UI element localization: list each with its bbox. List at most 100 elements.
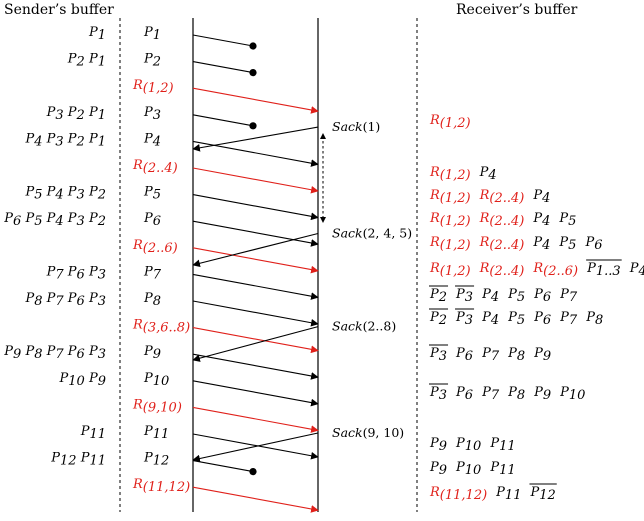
receiver-buffer-header: Receiver’s buffer bbox=[456, 2, 578, 18]
receiver-buffer-row: P2 P3 P4 P5 P6 P7 P8 bbox=[429, 308, 603, 328]
lost-packet-arrow bbox=[192, 34, 254, 47]
receiver-packet-label: R(1,2) bbox=[429, 211, 471, 229]
receiver-buffer-row: P3 P6 P7 P8 P9 bbox=[429, 344, 551, 364]
receiver-packet-label: R(11,12) bbox=[429, 485, 487, 503]
receiver-packet-label: P3 bbox=[429, 385, 447, 403]
sender-buffer-row-text: P3​ P2​ P1​ bbox=[46, 105, 106, 123]
receiver-buffer-row: R(1,2) R(2..4) R(2..6) P1..3 P4..6 bbox=[429, 259, 644, 279]
redundant-packet-arrow bbox=[192, 406, 319, 433]
receiver-packet-label: P4..6 bbox=[629, 261, 644, 279]
receiver-buffer-row: R(1,2) P4 bbox=[429, 165, 497, 183]
sender-buffer-row-text: P4​ P3​ P2​ P1​ bbox=[24, 131, 106, 149]
sent-packet-label: R(9,10) bbox=[132, 397, 182, 415]
receiver-packet-label: P6 bbox=[533, 287, 551, 305]
sender-buffer-row: P7​ P6​ P3​ bbox=[46, 264, 106, 282]
receiver-packet-label: R(1,2) bbox=[429, 165, 471, 183]
receiver-packet-label: R(2..4) bbox=[479, 188, 525, 206]
sack-label: Sack(2, 4, 5) bbox=[332, 226, 412, 241]
receiver-packet-label: P4 bbox=[481, 310, 499, 328]
lost-packet-arrow bbox=[192, 61, 254, 74]
receiver-buffer-row: P9 P10 P11 bbox=[429, 436, 516, 454]
receiver-packet-label: P10 bbox=[455, 460, 481, 478]
receiver-packet-label: P3 bbox=[455, 287, 473, 305]
receiver-packet-label: R(2..4) bbox=[479, 235, 525, 253]
receiver-packet-label: P6 bbox=[455, 346, 473, 364]
sender-buffer-column: P1​ P2​ P1​ P3​ P2​ P1​ P4​ P3​ P2​ P1​ P5​ … bbox=[3, 25, 106, 469]
sender-buffer-row-text: P1​ bbox=[88, 25, 106, 43]
receiver-buffer-row: P3 P6 P7 P8 P9 P10 bbox=[429, 383, 585, 403]
sent-packet-label: P9 bbox=[143, 344, 161, 362]
receiver-packet-label: P4 bbox=[479, 165, 497, 183]
receiver-packet-label: P11 bbox=[489, 436, 515, 454]
receiver-buffer-row: R(1,2) R(2..4) P4 bbox=[429, 188, 550, 206]
receiver-packet-label: P2 bbox=[429, 287, 447, 305]
sent-packet-column: P1 P2 R(1,2) P3 P4 R(2..4) P5 P6 R(2..6) P7 P8 R(3,… bbox=[132, 25, 190, 495]
sack-label: Sack(9, 10) bbox=[332, 425, 404, 440]
receiver-packet-label: P8 bbox=[507, 346, 525, 364]
sent-packet-label: P6 bbox=[143, 211, 161, 229]
receiver-packet-label: P7 bbox=[559, 287, 578, 305]
receiver-packet-label: P9 bbox=[533, 346, 551, 364]
sender-buffer-row-text: P6​ P5​ P4​ P3​ P2​ bbox=[3, 211, 106, 229]
sent-packet-label: P12 bbox=[143, 451, 169, 469]
sender-buffer-row-text: P5​ P4​ P3​ P2​ bbox=[24, 185, 106, 203]
receiver-packet-label: P8 bbox=[507, 385, 525, 403]
sack-label: Sack(2..8) bbox=[332, 319, 396, 334]
sender-buffer-row: P2​ P1​ bbox=[67, 52, 106, 70]
receiver-packet-label: P5 bbox=[558, 235, 576, 253]
loss-marker-icon bbox=[249, 69, 257, 77]
packet-arrow bbox=[192, 300, 319, 327]
receiver-packet-label: P7 bbox=[481, 385, 500, 403]
packet-arrow bbox=[192, 433, 319, 460]
sender-buffer-row-text: P10​ P9​ bbox=[59, 371, 106, 389]
receiver-packet-label: P10 bbox=[559, 385, 585, 403]
receiver-packet-label: P6 bbox=[455, 385, 473, 403]
sender-buffer-row: P5​ P4​ P3​ P2​ bbox=[24, 185, 106, 203]
sender-buffer-row: P3​ P2​ P1​ bbox=[46, 105, 106, 123]
sent-packet-label: P4 bbox=[143, 131, 161, 149]
sender-buffer-row-text: P8​ P7​ P6​ P3​ bbox=[24, 291, 106, 309]
sent-packet-label: P1 bbox=[143, 25, 161, 43]
sender-buffer-row: P11​ bbox=[80, 424, 106, 442]
receiver-buffer-row: P9 P10 P11 bbox=[429, 460, 516, 478]
loss-marker-icon bbox=[249, 42, 257, 50]
receiver-packet-label: P5 bbox=[507, 310, 525, 328]
sender-buffer-row: P10​ P9​ bbox=[59, 371, 106, 389]
receiver-packet-label: R(2..4) bbox=[479, 211, 525, 229]
redundant-packet-arrow bbox=[192, 167, 319, 194]
sack-label: Sack(1) bbox=[332, 119, 380, 134]
packet-arrow bbox=[192, 220, 319, 247]
receiver-buffer-column: R(1,2) R(1,2) P4 R(1,2) R(2..4) P4 R(1,2) R(2..… bbox=[429, 113, 644, 503]
receiver-packet-label: P7 bbox=[559, 310, 578, 328]
receiver-buffer-row: P2 P3 P4 P5 P6 P7 bbox=[429, 285, 578, 305]
redundant-packet-arrow bbox=[192, 486, 319, 513]
receiver-packet-label: P3 bbox=[455, 310, 473, 328]
packet-arrow bbox=[192, 380, 319, 407]
receiver-packet-label: P4 bbox=[532, 211, 550, 229]
receiver-packet-label: P12 bbox=[529, 485, 555, 503]
receiver-packet-label: P6 bbox=[533, 310, 551, 328]
receiver-packet-label: P7 bbox=[481, 346, 500, 364]
sent-packet-label: P11 bbox=[143, 424, 169, 442]
receiver-packet-label: R(2..6) bbox=[532, 261, 578, 279]
lost-packet-arrow bbox=[192, 460, 254, 473]
sender-buffer-row: P8​ P7​ P6​ P3​ bbox=[24, 291, 106, 309]
receiver-packet-label: P10 bbox=[455, 436, 481, 454]
packet-arrow bbox=[192, 140, 319, 167]
sender-buffer-row-text: P7​ P6​ P3​ bbox=[46, 264, 106, 282]
sender-buffer-row: P4​ P3​ P2​ P1​ bbox=[24, 131, 106, 149]
ack-arrows: Sack(1) Sack(2, 4, 5) Sack(2..8) Sack(9, 10… bbox=[192, 119, 412, 463]
sender-buffer-row: P6​ P5​ P4​ P3​ P2​ bbox=[3, 211, 106, 229]
receiver-packet-label: P5 bbox=[558, 211, 576, 229]
receiver-packet-label: P4 bbox=[532, 235, 550, 253]
packet-arrows bbox=[192, 34, 319, 513]
receiver-packet-label: P3 bbox=[429, 346, 447, 364]
sender-buffer-row-text: P2​ P1​ bbox=[67, 52, 106, 70]
receiver-buffer-row: R(1,2) R(2..4) P4 P5 P6 bbox=[429, 235, 602, 253]
lost-packet-arrow bbox=[192, 114, 254, 127]
loss-marker-icon bbox=[249, 468, 257, 476]
sender-buffer-row-text: P12​ P11​ bbox=[50, 451, 106, 469]
packet-arrow bbox=[192, 273, 319, 300]
sack-arrow bbox=[192, 326, 319, 362]
